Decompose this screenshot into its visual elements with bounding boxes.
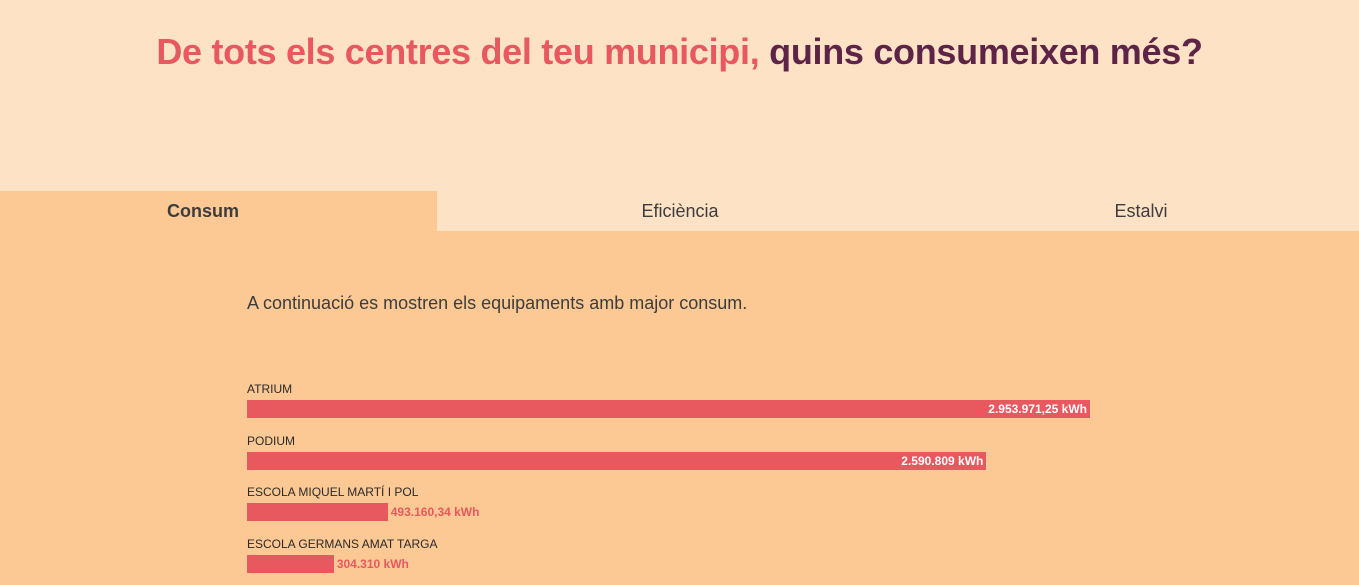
bar-row: ESCOLA GERMANS AMAT TARGA 304.310 kWh (247, 537, 1117, 577)
bar-value-label: 304.310 kWh (336, 556, 409, 571)
tab-estalvi[interactable]: Estalvi (1114, 200, 1168, 221)
bar-row: PODIUM 2.590.809 kWh (247, 434, 1117, 474)
bar (247, 400, 1090, 418)
bar-value-label: 2.953.971,25 kWh (988, 402, 1087, 416)
bar-row: ATRIUM 2.953.971,25 kWh (247, 382, 1117, 422)
bar-category-label: ESCOLA GERMANS AMAT TARGA (247, 536, 438, 551)
title-accent: De tots els centres del teu municipi, (156, 31, 760, 72)
bar (247, 503, 388, 521)
page-header: De tots els centres del teu municipi, qu… (0, 0, 1359, 191)
bar (247, 451, 987, 470)
tab-consum[interactable]: Consum (0, 191, 437, 231)
tab-eficiencia[interactable]: Eficiència (641, 200, 719, 221)
bar-category-label: ESCOLA MIQUEL MARTÍ I POL (247, 485, 419, 499)
title-question: quins consumeixen més? (769, 31, 1203, 72)
bar-row: ESCOLA MIQUEL MARTÍ I POL 493.160,34 kWh (247, 485, 1117, 525)
bar-category-label: PODIUM (247, 433, 295, 448)
bar-category-label: ATRIUM (247, 382, 293, 396)
bar (247, 554, 334, 573)
page-title: De tots els centres del teu municipi, qu… (0, 32, 1359, 72)
bar-value-label: 2.590.809 kWh (901, 453, 984, 468)
consum-panel: A continuació es mostren els equipaments… (0, 231, 1359, 585)
tab-bar: Consum Eficiència Estalvi (0, 191, 1359, 231)
bar-value-label: 493.160,34 kWh (390, 505, 480, 519)
intro-text: A continuació es mostren els equipaments… (247, 293, 748, 313)
consumption-bar-chart: ATRIUM 2.953.971,25 kWh PODIUM 2.590.809 kW… (247, 382, 1117, 582)
